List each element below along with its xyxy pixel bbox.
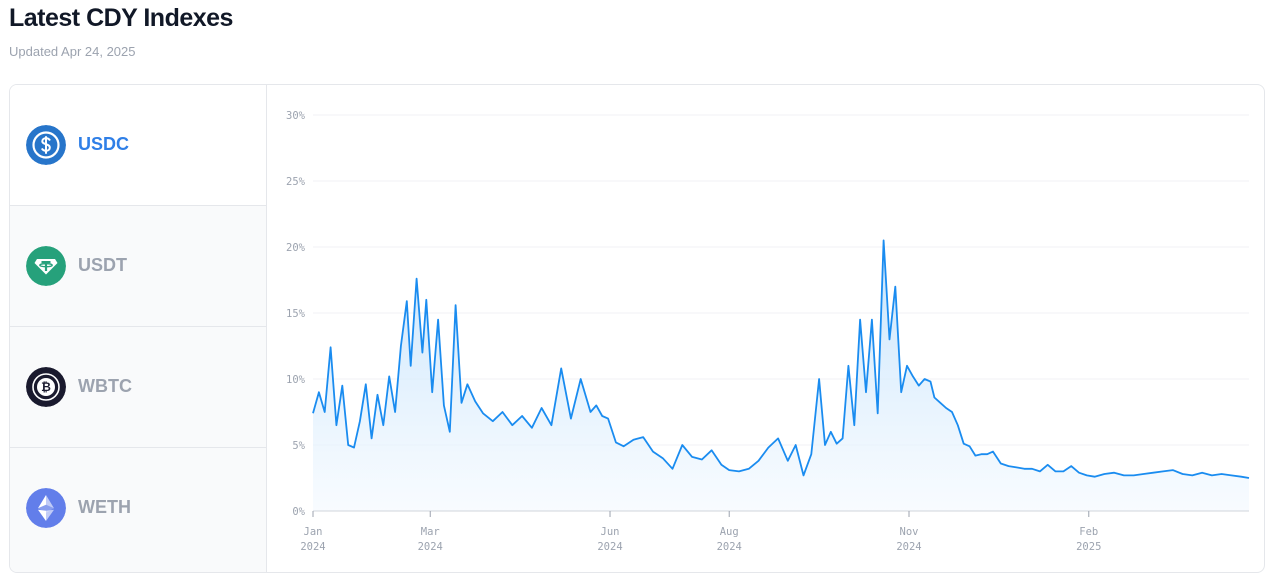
x-tick-year: 2024 bbox=[597, 541, 622, 553]
asset-label-wbtc: WBTC bbox=[78, 376, 132, 396]
asset-label-weth: WETH bbox=[78, 497, 131, 517]
asset-tab-wbtc[interactable]: ₿ WBTC bbox=[10, 327, 266, 448]
series-line bbox=[312, 239, 1250, 479]
index-card: USDC USDT ₿ WBTC bbox=[9, 84, 1265, 573]
asset-tab-weth[interactable]: WETH bbox=[10, 448, 266, 572]
updated-timestamp: Updated Apr 24, 2025 bbox=[9, 44, 136, 59]
asset-tab-usdt[interactable]: USDT bbox=[10, 206, 266, 327]
weth-icon bbox=[26, 488, 66, 528]
x-tick-year: 2024 bbox=[896, 541, 921, 553]
asset-sidebar: USDC USDT ₿ WBTC bbox=[10, 85, 267, 572]
x-tick-year: 2024 bbox=[418, 541, 443, 553]
y-tick-label: 15% bbox=[286, 308, 306, 320]
wbtc-icon: ₿ bbox=[26, 367, 66, 407]
area-fill bbox=[313, 240, 1249, 511]
page-title: Latest CDY Indexes bbox=[9, 4, 233, 32]
x-tick-month: Jan bbox=[304, 526, 323, 538]
y-tick-label: 10% bbox=[286, 374, 306, 386]
cdy-chart: 0% 5% 10% 15% 20% 25% 30% Jan 2024 Mar 2024 Jun 2024… bbox=[267, 85, 1263, 572]
asset-tab-usdc[interactable]: USDC bbox=[10, 85, 266, 206]
y-tick-label: 0% bbox=[292, 506, 305, 518]
x-tick-month: Nov bbox=[900, 526, 919, 538]
x-tick-year: 2024 bbox=[717, 541, 742, 553]
asset-label-usdc: USDC bbox=[78, 134, 130, 154]
x-tick-month: Mar bbox=[421, 526, 440, 538]
y-tick-label: 25% bbox=[286, 176, 306, 188]
usdt-icon bbox=[26, 246, 66, 286]
asset-label-usdt: USDT bbox=[78, 255, 127, 275]
usdc-icon bbox=[26, 125, 66, 165]
x-tick-month: Jun bbox=[601, 526, 620, 538]
chart-svg: 0% 5% 10% 15% 20% 25% 30% Jan 2024 Mar 2024 Jun 2024… bbox=[286, 110, 1250, 553]
y-tick-label: 5% bbox=[292, 440, 305, 452]
x-tick-year: 2024 bbox=[300, 541, 325, 553]
y-tick-label: 20% bbox=[286, 242, 306, 254]
y-tick-label: 30% bbox=[286, 110, 306, 122]
svg-text:₿: ₿ bbox=[41, 380, 51, 394]
x-tick-month: Aug bbox=[720, 526, 739, 538]
x-tick-year: 2025 bbox=[1076, 541, 1101, 553]
x-tick-month: Feb bbox=[1079, 526, 1098, 538]
